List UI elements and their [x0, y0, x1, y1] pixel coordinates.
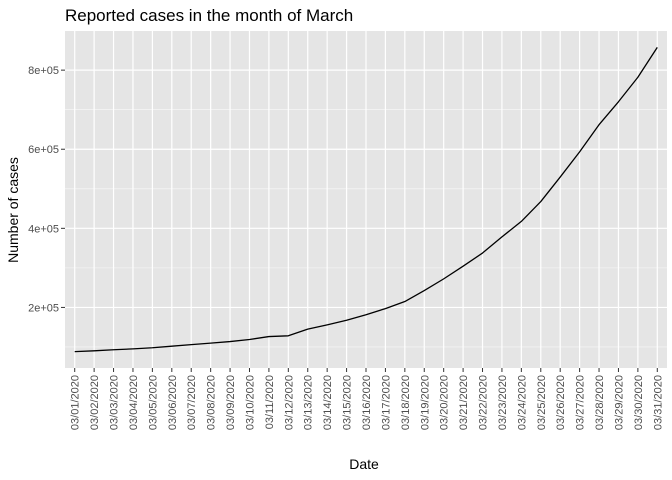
x-tick-label: 03/31/2020	[652, 375, 664, 430]
x-tick-label: 03/24/2020	[516, 375, 528, 430]
chart-title: Reported cases in the month of March	[65, 6, 353, 25]
x-tick-label: 03/23/2020	[497, 375, 509, 430]
x-tick-label: 03/06/2020	[167, 375, 179, 430]
x-tick-label: 03/25/2020	[536, 375, 548, 430]
x-axis: 03/01/2020 03/02/2020 03/03/2020 03/04/2020…	[70, 368, 664, 430]
x-tick-label: 03/22/2020	[478, 375, 490, 430]
x-tick-label: 03/21/2020	[458, 375, 470, 430]
x-tick-label: 03/29/2020	[613, 375, 625, 430]
x-tick-label: 03/26/2020	[555, 375, 567, 430]
x-tick-label: 03/02/2020	[89, 375, 101, 430]
x-tick-label: 03/09/2020	[225, 375, 237, 430]
x-tick-label: 03/17/2020	[380, 375, 392, 430]
y-axis: 2e+05 4e+05 6e+05 8e+05	[28, 65, 65, 314]
x-tick-label: 03/30/2020	[633, 375, 645, 430]
x-axis-title: Date	[349, 456, 379, 472]
series-line	[74, 47, 658, 353]
x-tick-label: 03/28/2020	[594, 375, 606, 430]
x-tick-label: 03/19/2020	[419, 375, 431, 430]
y-axis-title: Number of cases	[5, 157, 21, 263]
x-tick-label: 03/07/2020	[186, 375, 198, 430]
x-tick-label: 03/03/2020	[109, 375, 121, 430]
x-tick-label: 03/13/2020	[303, 375, 315, 430]
y-tick-label: 6e+05	[28, 144, 59, 156]
y-tick-label: 2e+05	[28, 302, 59, 314]
major-gridlines	[65, 31, 667, 368]
x-tick-label: 03/18/2020	[400, 375, 412, 430]
x-tick-label: 03/05/2020	[147, 375, 159, 430]
series-layer	[74, 47, 658, 353]
x-tick-label: 03/11/2020	[264, 375, 276, 429]
x-tick-label: 03/01/2020	[70, 375, 82, 430]
x-tick-label: 03/27/2020	[575, 375, 587, 430]
x-tick-label: 03/16/2020	[361, 375, 373, 430]
x-tick-label: 03/12/2020	[283, 375, 295, 430]
x-tick-label: 03/10/2020	[244, 375, 256, 430]
y-tick-label: 8e+05	[28, 65, 59, 77]
y-tick-label: 4e+05	[28, 223, 59, 235]
x-tick-label: 03/15/2020	[342, 375, 354, 430]
x-tick-label: 03/14/2020	[322, 375, 334, 430]
x-tick-label: 03/20/2020	[439, 375, 451, 430]
x-tick-label: 03/04/2020	[128, 375, 140, 430]
x-tick-label: 03/08/2020	[206, 375, 218, 430]
